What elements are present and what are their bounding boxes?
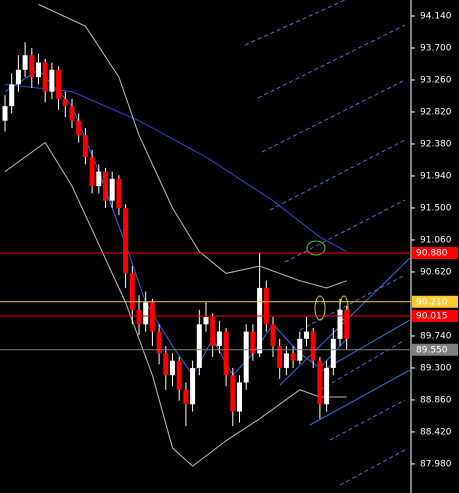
y-tick-label: 91.940: [420, 171, 452, 181]
candle-body: [89, 157, 95, 187]
candle-body: [123, 207, 129, 274]
candle-body: [109, 178, 115, 201]
candle-body: [304, 331, 309, 339]
candle-body: [56, 69, 62, 99]
candle-body: [250, 331, 256, 354]
candle-body: [143, 302, 149, 325]
candle-body: [344, 309, 350, 339]
candle-body: [49, 69, 55, 92]
candle-body: [230, 375, 236, 412]
candle-body: [2, 106, 8, 121]
y-tick-label: 89.740: [420, 331, 452, 341]
candle-body: [317, 360, 323, 405]
candle-body: [283, 353, 289, 368]
y-tick-label: 93.260: [420, 75, 452, 85]
level-label-box: [412, 343, 458, 356]
candle-body: [62, 98, 68, 107]
y-tick-label: 88.420: [420, 427, 452, 437]
candle-body: [22, 55, 28, 70]
y-tick-label: 91.060: [420, 235, 452, 245]
level-label: 90.880: [416, 249, 448, 259]
highlight-ellipse: [306, 240, 326, 256]
overlay-line: [4, 83, 347, 253]
candle-body: [96, 171, 102, 187]
candle-body: [330, 338, 336, 368]
candle-body: [277, 346, 283, 368]
candle-body: [136, 309, 142, 325]
level-label-box: [412, 309, 458, 322]
level-label-box: [412, 295, 458, 308]
candle-body: [29, 55, 35, 78]
candle-body: [203, 317, 209, 325]
candle-body: [190, 367, 196, 405]
candle-body: [183, 389, 189, 405]
y-tick-label: 92.820: [420, 107, 452, 117]
y-tick-label: 88.860: [420, 395, 452, 405]
level-label: 90.210: [416, 297, 448, 307]
candle-body: [170, 360, 175, 376]
candle-body: [163, 353, 169, 376]
overlay-line: [38, 3, 347, 289]
candle-body: [76, 120, 82, 136]
candle-body: [243, 331, 249, 383]
y-tick-label: 93.700: [420, 43, 452, 53]
candle-body: [69, 106, 75, 121]
candle-body: [116, 178, 122, 208]
candle-body: [237, 382, 242, 412]
candle-body: [36, 62, 41, 78]
y-tick-label: 91.500: [420, 203, 452, 213]
candle-body: [257, 287, 263, 354]
y-tick-label: 94.140: [420, 11, 452, 21]
candle-body: [216, 331, 222, 347]
y-tick-label: 92.380: [420, 139, 452, 149]
candle-body: [156, 331, 162, 354]
y-tick-label: 87.980: [420, 459, 452, 469]
highlight-ellipse: [314, 295, 326, 321]
candle-body: [42, 62, 48, 92]
level-label: 89.550: [416, 345, 448, 355]
candle-body: [82, 135, 88, 158]
candle-body: [324, 367, 330, 405]
candle-body: [210, 317, 216, 347]
candle-body: [263, 287, 269, 325]
candle-body: [149, 302, 155, 332]
candle-body: [9, 84, 15, 107]
level-label: 90.015: [416, 311, 448, 321]
overlay-line: [4, 141, 347, 467]
candle-body: [310, 331, 316, 361]
candle-body: [103, 171, 108, 201]
candle-body: [223, 331, 229, 376]
level-label-box: [412, 247, 458, 260]
candle-body: [270, 324, 276, 347]
candle-body: [196, 324, 202, 368]
dashed-trendlines: [244, 0, 406, 486]
candle-body: [15, 69, 21, 85]
candle-body: [290, 353, 296, 361]
candle-body: [176, 360, 182, 390]
y-tick-label: 90.620: [420, 267, 452, 277]
y-tick-label: 89.300: [420, 363, 452, 373]
candle-body: [129, 273, 135, 310]
candle-body: [337, 309, 343, 339]
